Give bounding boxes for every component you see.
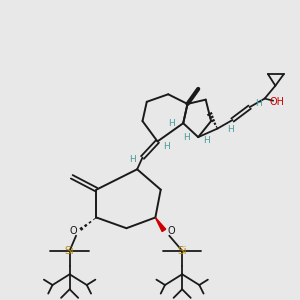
Text: H: H bbox=[168, 119, 175, 128]
Text: H: H bbox=[255, 99, 262, 108]
Text: H: H bbox=[203, 136, 210, 145]
Text: Si: Si bbox=[177, 246, 187, 256]
Text: H: H bbox=[130, 155, 136, 164]
Polygon shape bbox=[155, 218, 166, 232]
Text: H: H bbox=[163, 142, 170, 151]
Text: O: O bbox=[69, 226, 77, 236]
Text: O: O bbox=[168, 226, 175, 236]
Text: H: H bbox=[183, 133, 190, 142]
Text: H: H bbox=[227, 125, 234, 134]
Text: OH: OH bbox=[270, 97, 285, 107]
Text: Si: Si bbox=[65, 246, 74, 256]
